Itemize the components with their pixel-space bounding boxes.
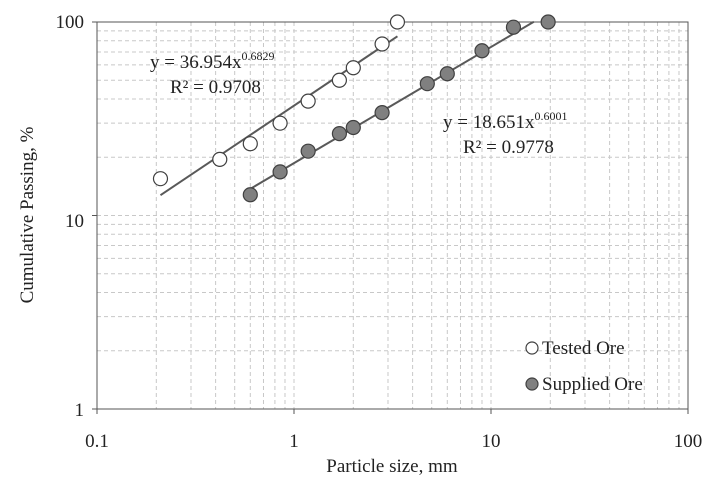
data-point-supplied	[540, 14, 556, 30]
x-tick-labels: 0.1 1 10 100	[85, 431, 702, 452]
y-tick-label: 10	[65, 211, 84, 232]
data-point-tested	[374, 36, 390, 52]
x-tick-label: 0.1	[85, 431, 109, 452]
trend-equation-label: y = 36.954x0.6829	[150, 49, 274, 73]
y-axis-title: Cumulative Passing, %	[17, 126, 38, 303]
data-point-tested	[152, 171, 169, 187]
data-point-supplied	[300, 143, 316, 159]
legend-marker-supplied	[525, 377, 539, 391]
data-point-supplied	[272, 164, 288, 180]
trend-equation-supplied: y = 18.651x0.6001 R² = 0.9778	[443, 109, 567, 158]
data-point-tested	[300, 93, 316, 109]
legend: Tested Ore Supplied Ore	[525, 338, 643, 395]
trend-r2-label: R² = 0.9708	[170, 77, 261, 98]
data-point-supplied	[374, 105, 390, 121]
y-tick-label: 1	[75, 400, 85, 421]
data-point-supplied	[439, 66, 455, 82]
legend-label-tested: Tested Ore	[542, 338, 625, 359]
trend-equation-tested: y = 36.954x0.6829 R² = 0.9708	[150, 49, 274, 98]
trend-equation-label: y = 18.651x0.6001	[443, 109, 567, 133]
data-point-tested	[331, 72, 347, 88]
legend-label-supplied: Supplied Ore	[542, 374, 643, 395]
x-tick-label: 100	[674, 431, 703, 452]
data-point-tested	[242, 136, 258, 152]
grid	[97, 22, 688, 409]
data-point-tested	[212, 151, 228, 167]
data-point-tested	[345, 60, 361, 76]
data-point-supplied	[419, 76, 435, 92]
legend-marker-tested	[525, 341, 539, 355]
trend-r2-label: R² = 0.9778	[463, 137, 554, 158]
data-point-supplied	[331, 126, 347, 142]
y-tick-labels: 1 10 100	[56, 12, 85, 421]
x-axis-title: Particle size, mm	[326, 456, 458, 477]
data-point-supplied	[474, 43, 490, 59]
data-point-supplied	[345, 119, 361, 136]
data-point-tested	[389, 14, 406, 30]
data-point-supplied	[505, 19, 522, 35]
data-point-supplied	[242, 187, 258, 203]
x-tick-label: 10	[482, 431, 501, 452]
x-tick-label: 1	[289, 431, 299, 452]
data-point-tested	[272, 115, 288, 131]
data-points	[152, 14, 556, 203]
y-tick-label: 100	[56, 12, 85, 33]
